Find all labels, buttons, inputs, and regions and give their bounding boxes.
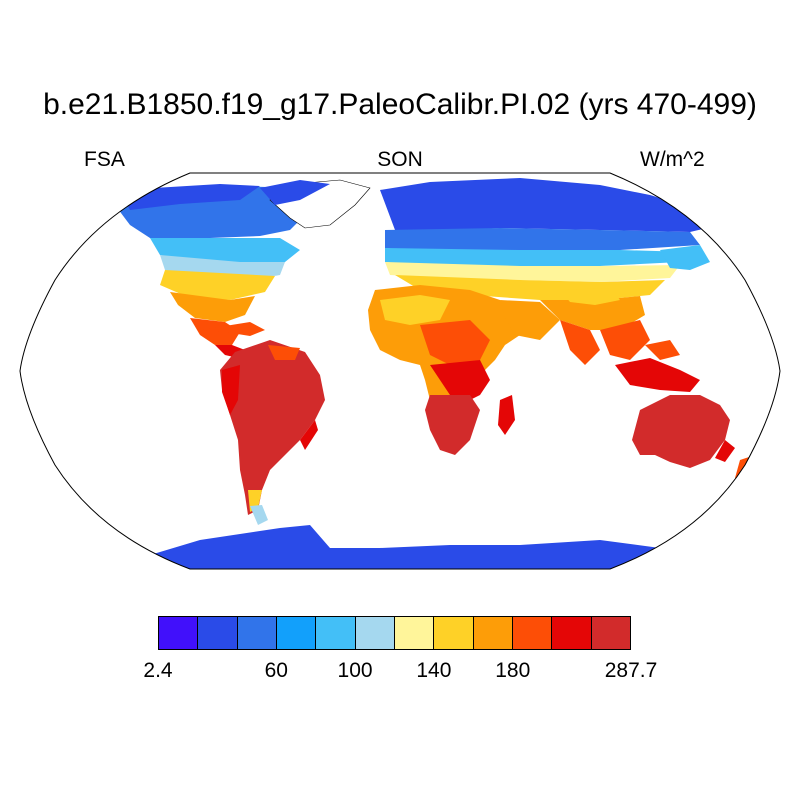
south-america-field: [220, 340, 325, 525]
australia-field: [632, 395, 760, 480]
maritime-asia-field: [615, 340, 700, 392]
colorbar-cell: [316, 617, 356, 649]
colorbar-cell: [198, 617, 238, 649]
africa-field: [368, 285, 560, 455]
colorbar-cell: [355, 617, 395, 649]
colorbar-cell: [434, 617, 474, 649]
variable-label: FSA: [84, 148, 125, 171]
colorbar-label: 287.7: [604, 659, 658, 682]
antarctica-field: [100, 525, 700, 569]
colorbar-cell: [591, 617, 630, 649]
colorbar-label: 180: [495, 659, 531, 682]
colorbar-label: 140: [416, 659, 452, 682]
greenland-field: [260, 179, 371, 229]
eurasia-field: [380, 178, 720, 365]
colorbar-cell: [159, 617, 199, 649]
colorbar-label: 2.4: [143, 659, 173, 682]
season-label: SON: [377, 148, 423, 171]
colorbar-cell: [512, 617, 553, 649]
colorbar-cell: [473, 617, 513, 649]
land-field: [100, 178, 760, 569]
colorbar-cell: [552, 617, 592, 649]
colorbar-cell: [237, 617, 277, 649]
map-border: [19, 172, 781, 570]
colorbar-label: 100: [337, 659, 373, 682]
plot-title: b.e21.B1850.f19_g17.PaleoCalibr.PI.02 (y…: [43, 88, 757, 121]
colorbar-label: 60: [264, 659, 288, 682]
colorbar-cell: [394, 617, 435, 649]
units-label: W/m^2: [640, 148, 705, 171]
colorbar: [158, 616, 631, 650]
colorbar-cell: [276, 617, 317, 649]
